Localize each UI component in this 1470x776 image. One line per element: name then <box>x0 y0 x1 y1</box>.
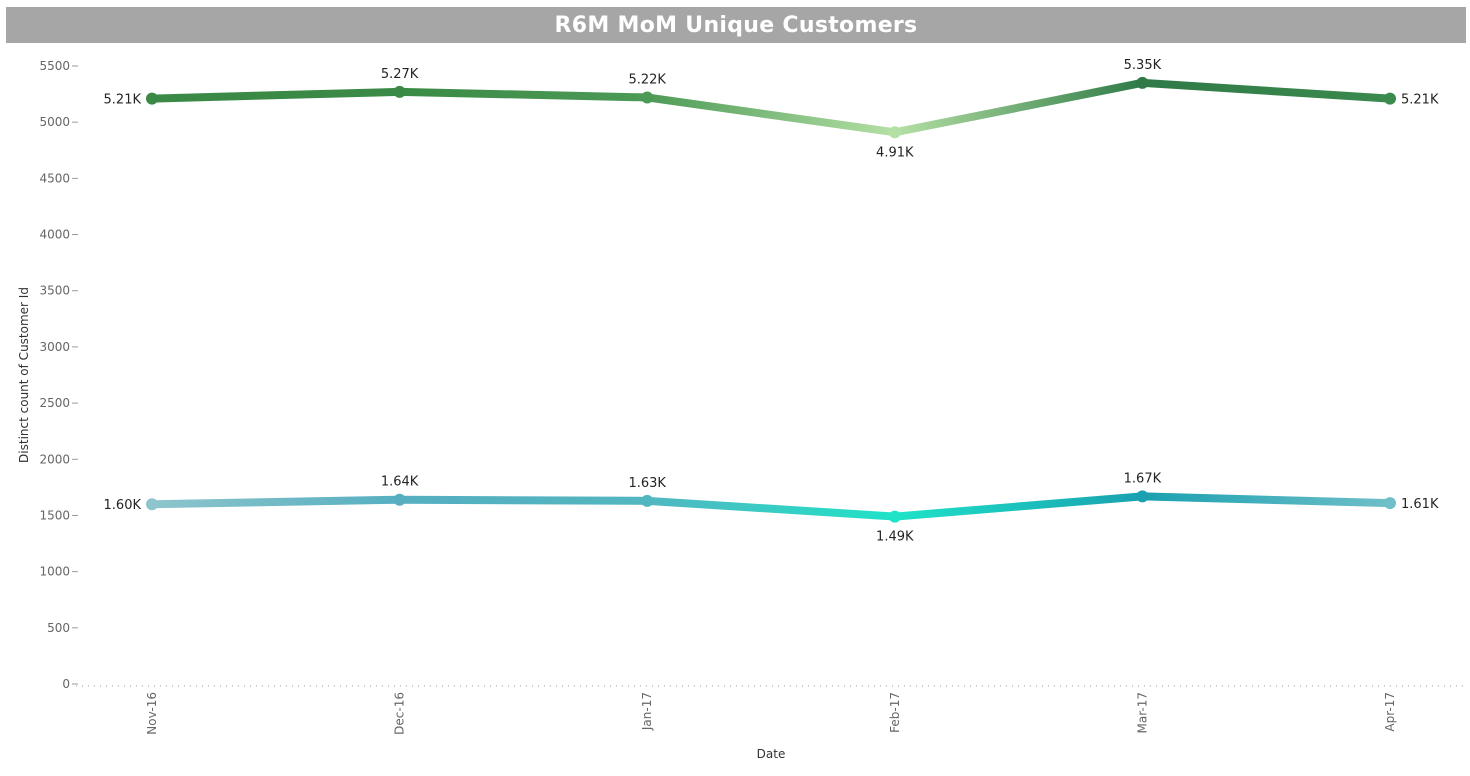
series-1-point <box>1136 76 1149 89</box>
y-tick-label: 3500 <box>39 284 70 298</box>
series-2-segment <box>1138 492 1394 508</box>
y-tick-label: 1500 <box>39 508 70 522</box>
series-2-point <box>393 493 406 506</box>
series-2-point <box>1384 497 1396 510</box>
series-2-data-label: 1.60K <box>104 498 142 513</box>
series-1-data-label: 5.35K <box>1124 58 1162 73</box>
y-tick-label: 4500 <box>39 171 70 185</box>
series-2-data-label: 1.67K <box>1124 471 1162 486</box>
series-1-segment <box>148 87 404 103</box>
series-2-data-label: 1.49K <box>876 530 914 545</box>
series-1-segment <box>1138 78 1394 103</box>
y-axis-title: Distinct count of Customer Id <box>17 287 31 463</box>
x-tick-label: Jan-17 <box>640 692 654 731</box>
series-1-data-label: 5.21K <box>1401 93 1439 108</box>
series-1-data-label: 5.22K <box>628 72 666 87</box>
series-2-data-label: 1.63K <box>628 476 666 491</box>
series-2-segment <box>890 492 1147 521</box>
series-2-segment <box>395 495 652 505</box>
series-2-segment <box>643 496 899 521</box>
series-1-point <box>641 91 654 104</box>
y-tick-label: 0 <box>62 677 70 691</box>
series-1-point <box>393 85 406 98</box>
x-tick-label: Apr-17 <box>1383 692 1397 732</box>
series-2-data-label: 1.61K <box>1401 497 1439 512</box>
series-1-segment <box>395 87 652 102</box>
chart-title-bar: R6M MoM Unique Customers <box>6 7 1466 43</box>
series-2-point <box>1136 490 1149 503</box>
chart-title: R6M MoM Unique Customers <box>554 12 918 38</box>
series-2-point <box>888 510 901 523</box>
series-1-segment <box>890 78 1147 137</box>
y-tick-label: 2000 <box>39 452 70 466</box>
y-tick-label: 1000 <box>39 565 70 579</box>
x-tick-label: Mar-17 <box>1135 692 1149 733</box>
series-1-segment <box>643 93 899 137</box>
y-tick-label: 4000 <box>39 228 70 242</box>
series-1-point <box>1384 92 1396 105</box>
series-1-data-label: 5.27K <box>381 67 419 82</box>
series-2-point <box>146 498 158 511</box>
y-tick-label: 500 <box>47 621 70 635</box>
x-tick-label: Nov-16 <box>145 692 159 735</box>
series-1-point <box>146 92 158 105</box>
y-tick-label: 2500 <box>39 396 70 410</box>
y-tick-label: 3000 <box>39 340 70 354</box>
series-1-point <box>888 126 901 139</box>
y-tick-label: 5500 <box>39 59 70 73</box>
series-1-data-label: 5.21K <box>104 93 142 108</box>
x-tick-label: Feb-17 <box>888 692 902 733</box>
series-2-data-label: 1.64K <box>381 475 419 490</box>
series-2-segment <box>148 495 404 509</box>
y-tick-label: 5000 <box>39 115 70 129</box>
x-tick-label: Dec-16 <box>393 692 407 735</box>
x-axis-title: Date <box>757 747 786 761</box>
series-2-point <box>641 494 654 507</box>
series-1-data-label: 4.91K <box>876 145 914 160</box>
